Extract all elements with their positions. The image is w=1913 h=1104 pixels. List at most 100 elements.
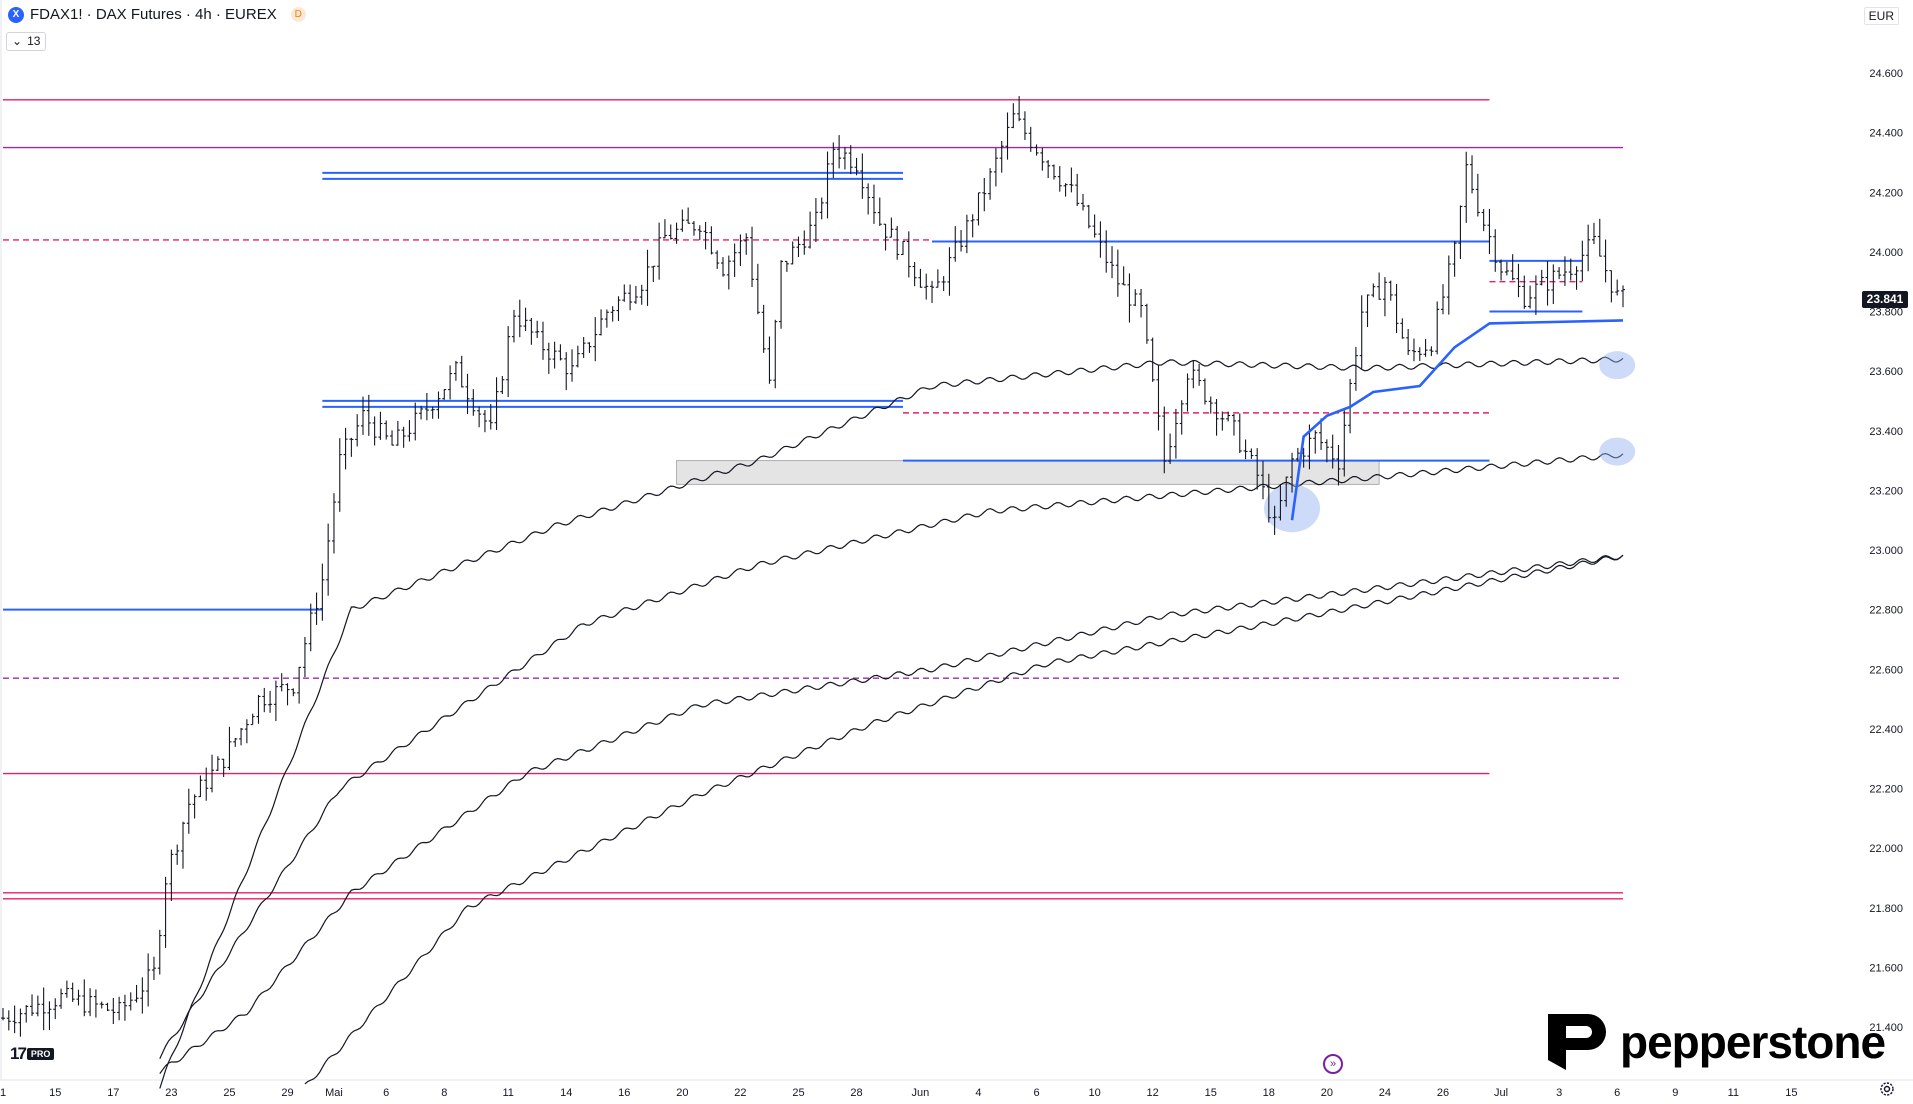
pepperstone-logo: pepperstone (1540, 1010, 1886, 1074)
candle (1017, 96, 1022, 122)
candle (285, 683, 290, 706)
candle (1115, 249, 1120, 297)
candle (860, 153, 865, 199)
candle (761, 304, 766, 353)
candle (1069, 167, 1074, 193)
candle (842, 146, 847, 170)
candle (436, 391, 441, 419)
tv-logo-mark: 17 (10, 1044, 27, 1063)
symbol-title[interactable]: FDAX1! · DAX Futures · 4h · EUREX (30, 6, 277, 23)
candle (1086, 204, 1091, 229)
candle (854, 157, 859, 176)
x-tick-label: 25 (223, 1087, 235, 1099)
x-tick-label: 23 (165, 1087, 177, 1099)
x-tick-label: 1 (0, 1087, 6, 1099)
candle (662, 219, 667, 239)
candle (866, 183, 871, 215)
candle (442, 389, 447, 400)
candle (964, 214, 969, 254)
candle (1144, 303, 1149, 344)
candle (401, 426, 406, 448)
candle (1226, 411, 1231, 422)
candle (390, 430, 395, 446)
candle (169, 849, 174, 901)
candle (988, 168, 993, 200)
candle (1336, 445, 1341, 486)
candle (883, 223, 888, 251)
highlight-circle-2 (1599, 437, 1636, 466)
candle (93, 989, 98, 1018)
candle (1051, 164, 1056, 180)
candle (64, 980, 69, 998)
x-tick-label: 26 (1437, 1087, 1449, 1099)
candle (314, 592, 319, 625)
highlight-circles (1264, 351, 1636, 533)
gear-icon[interactable] (1879, 1081, 1895, 1097)
indicators-toggle[interactable]: ⌄ 13 (6, 32, 47, 51)
candle (273, 680, 278, 721)
candle (1168, 433, 1173, 465)
symbol-legend[interactable]: X FDAX1! · DAX Futures · 4h · EUREX D (8, 6, 306, 23)
candle (1005, 112, 1010, 160)
ma-line-MA4 (304, 554, 1624, 1085)
candle (407, 420, 412, 442)
candle (1400, 318, 1405, 339)
candle (1458, 205, 1463, 260)
x-tick-label: 15 (49, 1087, 61, 1099)
candle (506, 326, 511, 398)
candle (1156, 365, 1161, 431)
candle (244, 719, 249, 744)
candle (1249, 448, 1254, 459)
candle (1237, 413, 1242, 453)
symbol-logo-icon: X (8, 6, 24, 23)
candle (372, 416, 377, 446)
candle (1475, 173, 1480, 217)
candle (1133, 289, 1138, 307)
candle (482, 409, 487, 433)
candle (366, 394, 371, 436)
candle (732, 243, 737, 278)
candle (825, 151, 830, 219)
candle (651, 265, 656, 283)
delay-badge[interactable]: D (290, 7, 306, 22)
vwap-line (1290, 319, 1624, 521)
candle (419, 405, 424, 420)
vwap-path (1290, 319, 1624, 521)
candle (1394, 283, 1399, 334)
candle (599, 309, 604, 336)
candle (1516, 263, 1521, 298)
candle (430, 406, 435, 419)
candle (523, 307, 528, 332)
candle (256, 694, 261, 724)
candle (477, 406, 482, 428)
currency-button[interactable]: EUR (1863, 7, 1899, 25)
candle (320, 563, 325, 621)
candle (1382, 277, 1387, 317)
candle (895, 226, 900, 260)
tradingview-logo[interactable]: 17 PRO (10, 1044, 55, 1064)
moving-averages (159, 356, 1624, 1089)
candle (726, 255, 731, 290)
double-chevron-right-icon[interactable]: » (1323, 1054, 1343, 1074)
candle (831, 142, 836, 179)
candle (1342, 410, 1347, 477)
candle (813, 198, 818, 242)
candle (326, 523, 331, 596)
candle (1574, 266, 1579, 290)
candle (535, 320, 540, 339)
x-tick-label: 6 (383, 1087, 389, 1099)
candle (111, 997, 116, 1025)
candle (802, 230, 807, 255)
y-tick-label: 21.400 (1869, 1022, 1903, 1034)
candle (308, 603, 313, 652)
candle (1121, 266, 1126, 286)
candle (175, 844, 180, 865)
candle (186, 788, 191, 834)
candle (541, 321, 545, 360)
candle (122, 994, 127, 1021)
x-tick-label: 16 (618, 1087, 630, 1099)
candle (210, 754, 215, 793)
x-tick-label: 11 (502, 1087, 513, 1099)
